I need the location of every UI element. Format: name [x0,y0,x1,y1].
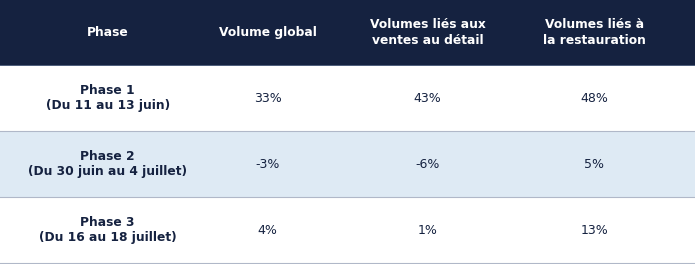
Text: Phase: Phase [87,26,129,39]
Text: 4%: 4% [258,224,277,237]
Text: -6%: -6% [415,158,440,171]
Text: Volumes liés à
la restauration: Volumes liés à la restauration [543,18,646,46]
Text: Volumes liés aux
ventes au détail: Volumes liés aux ventes au détail [370,18,485,46]
Text: Phase 1
(Du 11 au 13 juin): Phase 1 (Du 11 au 13 juin) [46,84,170,112]
Text: 43%: 43% [414,92,441,105]
Text: 48%: 48% [580,92,608,105]
Bar [0,131,695,197]
Bar [0,65,695,131]
Text: 33%: 33% [254,92,281,105]
Text: 1%: 1% [418,224,437,237]
Text: Phase 3
(Du 16 au 18 juillet): Phase 3 (Du 16 au 18 juillet) [39,216,177,244]
Text: -3%: -3% [255,158,280,171]
Bar [0,197,695,263]
Text: 13%: 13% [580,224,608,237]
Bar [0,0,695,65]
Text: 5%: 5% [584,158,604,171]
Text: Phase 2
(Du 30 juin au 4 juillet): Phase 2 (Du 30 juin au 4 juillet) [28,150,187,178]
Text: Volume global: Volume global [219,26,316,39]
